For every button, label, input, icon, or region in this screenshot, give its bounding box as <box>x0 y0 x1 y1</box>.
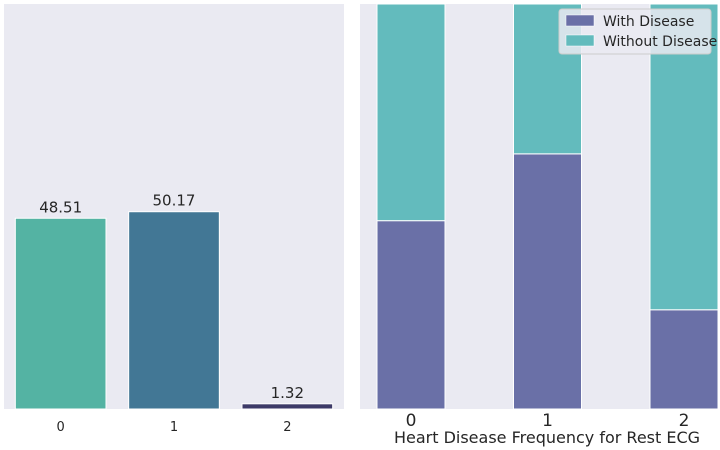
right-x-tick-labels: 0 1 2 <box>406 411 690 431</box>
stacked-bar-1-with-disease <box>513 153 582 410</box>
right-x-tick-label-0: 0 <box>406 411 417 431</box>
left-value-labels: 48.51 50.17 1.32 <box>39 192 304 402</box>
right-stacked-bars <box>376 3 719 410</box>
bar-value-label-2: 1.32 <box>271 384 304 402</box>
left-bars <box>14 211 334 410</box>
x-tick-label-2: 2 <box>283 420 291 435</box>
stacked-bar-2-with-disease <box>649 309 719 410</box>
stacked-bar-2-without-disease <box>649 3 719 311</box>
right-x-tick-label-1: 1 <box>542 411 553 431</box>
right-x-axis-label: Heart Disease Frequency for Rest ECG <box>394 428 700 447</box>
legend-label-with-disease: With Disease <box>603 14 694 30</box>
right-chart: 0 1 2 Heart Disease Frequency for Rest ECG… <box>360 3 719 447</box>
legend-label-without-disease: Without Disease <box>603 34 717 50</box>
legend-swatch-without-disease <box>565 34 595 47</box>
x-tick-label-1: 1 <box>170 420 178 435</box>
stacked-bar-0-with-disease <box>376 220 446 410</box>
bar-2 <box>241 403 334 410</box>
legend: With Disease Without Disease <box>558 8 717 55</box>
bar-0 <box>14 217 107 410</box>
right-x-tick-label-2: 2 <box>679 411 690 431</box>
legend-swatch-with-disease <box>565 14 595 27</box>
x-tick-label-0: 0 <box>57 420 65 435</box>
bar-value-label-1: 50.17 <box>153 192 196 210</box>
stacked-bar-0-without-disease <box>376 3 446 222</box>
bar-1 <box>128 211 220 410</box>
left-x-tick-labels: 0 1 2 <box>57 420 292 435</box>
left-chart: 48.51 50.17 1.32 0 1 2 <box>4 4 344 435</box>
legend-box <box>558 8 712 55</box>
bar-value-label-0: 48.51 <box>39 198 82 216</box>
